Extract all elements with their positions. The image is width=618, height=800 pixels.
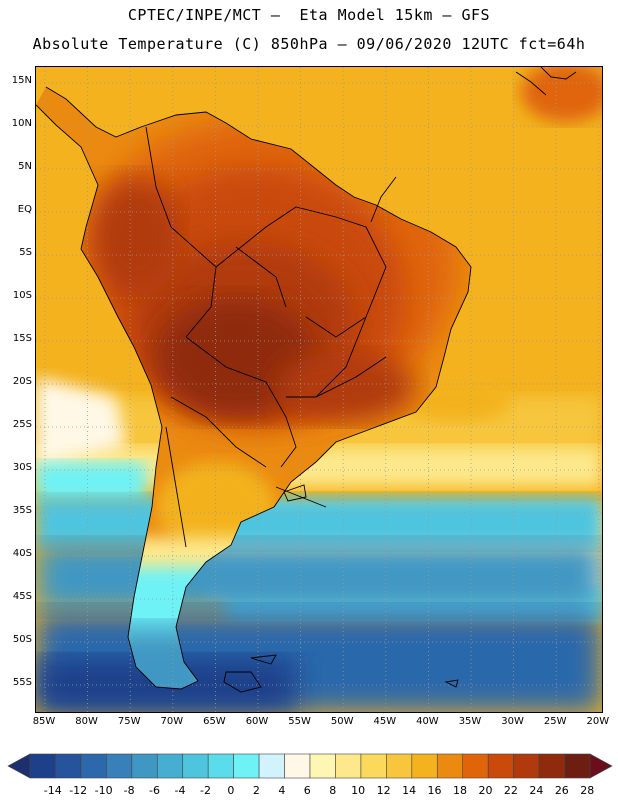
colorbar-swatch <box>80 753 107 779</box>
latitude-label: 15N <box>11 75 32 86</box>
colorbar-swatch <box>411 753 438 779</box>
longitude-label: 25W <box>543 716 567 727</box>
latitude-label: 35S <box>12 505 32 516</box>
latitude-label: 15S <box>12 333 32 344</box>
colorbar-swatch <box>207 753 234 779</box>
colorbar-label: -8 <box>123 784 135 797</box>
colorbar-swatch <box>360 753 387 779</box>
colorbar-label: -2 <box>199 784 211 797</box>
colorbar-label: 4 <box>278 784 286 797</box>
longitude-label: 30W <box>501 716 524 727</box>
colorbar-label: 18 <box>453 784 467 797</box>
longitude-label: 60W <box>245 716 269 727</box>
colorbar-label: 10 <box>351 784 366 797</box>
latitude-label: 30S <box>12 462 32 473</box>
colorbar-label: -14 <box>43 784 62 797</box>
temperature-map <box>36 67 602 712</box>
latitude-label: 25S <box>12 419 32 430</box>
colorbar-low-arrow <box>7 753 31 779</box>
colorbar-label: 8 <box>329 784 337 797</box>
colorbar-swatch <box>182 753 209 779</box>
colorbar-swatch <box>131 753 158 779</box>
colorbar-swatch <box>462 753 489 779</box>
colorbar-label: 14 <box>402 784 417 797</box>
latitude-label: 5N <box>18 161 32 172</box>
map-subtitle: Absolute Temperature (C) 850hPa – 09/06/… <box>32 35 586 53</box>
latitude-label: 40S <box>12 548 32 559</box>
latitude-label: EQ <box>17 204 32 215</box>
colorbar-label: 16 <box>427 784 442 797</box>
colorbar-swatch <box>284 753 311 779</box>
colorbar-label: 6 <box>303 784 311 797</box>
colorbar-swatch <box>487 753 514 779</box>
colorbar-label: 0 <box>227 784 235 797</box>
colorbar-label: 26 <box>554 784 569 797</box>
latitude-label: 10N <box>11 118 32 129</box>
colorbar-label: 22 <box>503 784 518 797</box>
colorbar-swatch <box>309 753 336 779</box>
longitude-label: 75W <box>117 716 141 727</box>
longitude-label: 20W <box>586 716 610 727</box>
colorbar-label: 2 <box>252 784 260 797</box>
longitude-label: 70W <box>160 716 184 727</box>
latitude-label: 5S <box>19 247 32 258</box>
colorbar-label: -12 <box>69 784 88 797</box>
longitude-label: 35W <box>458 716 482 727</box>
colorbar-label: 12 <box>376 784 391 797</box>
colorbar-label: -10 <box>94 784 113 797</box>
colorbar <box>7 753 613 779</box>
colorbar-swatch <box>29 753 56 779</box>
map-frame <box>35 66 603 713</box>
colorbar-swatch <box>106 753 133 779</box>
colorbar-swatch <box>513 753 540 779</box>
latitude-label: 55S <box>12 677 32 688</box>
longitude-label: 50W <box>330 716 354 727</box>
colorbar-swatch <box>436 753 464 779</box>
colorbar-high-arrow <box>589 753 613 779</box>
latitude-label: 20S <box>12 376 32 387</box>
longitude-label: 85W <box>32 716 56 727</box>
latitude-label: 10S <box>12 290 32 301</box>
colorbar-label: -4 <box>174 784 186 797</box>
latitude-label: 45S <box>12 591 32 602</box>
colorbar-swatch <box>538 753 565 779</box>
colorbar-label: 20 <box>478 784 493 797</box>
colorbar-label: 28 <box>580 784 595 797</box>
colorbar-label: 24 <box>529 784 544 797</box>
coastlines <box>36 67 577 693</box>
colorbar-swatch <box>156 753 184 779</box>
longitude-label: 55W <box>288 716 311 727</box>
colorbar-swatch <box>386 753 413 779</box>
longitude-label: 65W <box>203 716 226 727</box>
colorbar-swatch <box>55 753 82 779</box>
map-title: CPTEC/INPE/MCT – Eta Model 15km – GFS <box>127 6 491 24</box>
colorbar-swatch <box>233 753 260 779</box>
colorbar-swatch <box>335 753 362 779</box>
latitude-label: 50S <box>12 634 32 645</box>
colorbar-label: -6 <box>149 784 161 797</box>
longitude-label: 80W <box>75 716 98 727</box>
colorbar-swatch <box>258 753 285 779</box>
colorbar-swatch <box>564 753 591 779</box>
longitude-label: 45W <box>373 716 397 727</box>
longitude-label: 40W <box>416 716 439 727</box>
